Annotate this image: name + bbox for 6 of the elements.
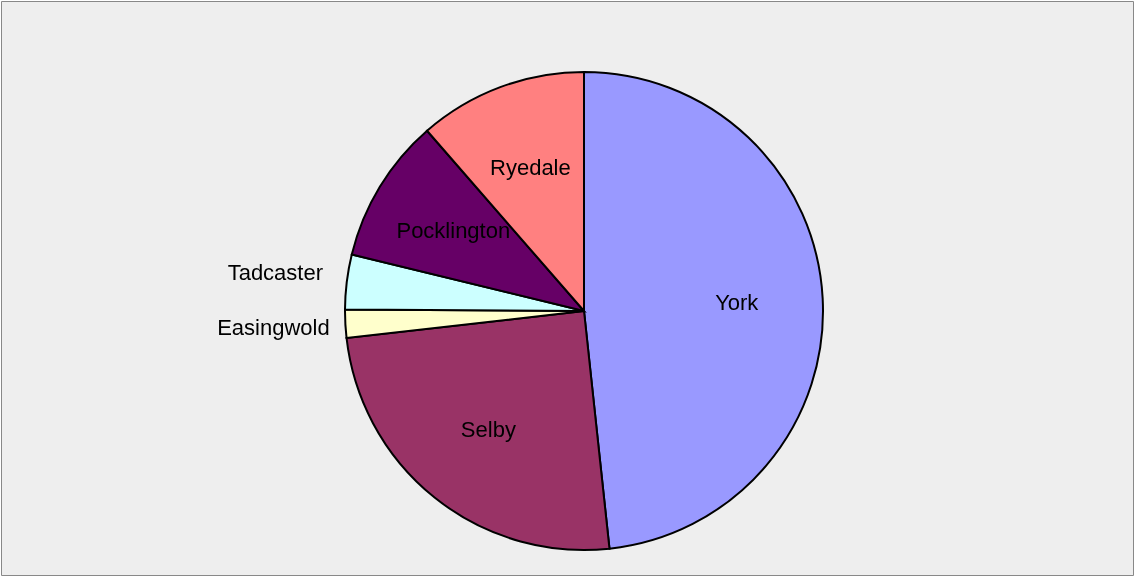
slice-label: Tadcaster: [227, 259, 324, 285]
slice-label: York: [715, 289, 760, 315]
slice-label: Easingwold: [217, 314, 330, 340]
slice-label: Pocklington: [396, 218, 511, 244]
slice-label: Selby: [460, 417, 516, 443]
slice-label: Ryedale: [490, 154, 571, 180]
